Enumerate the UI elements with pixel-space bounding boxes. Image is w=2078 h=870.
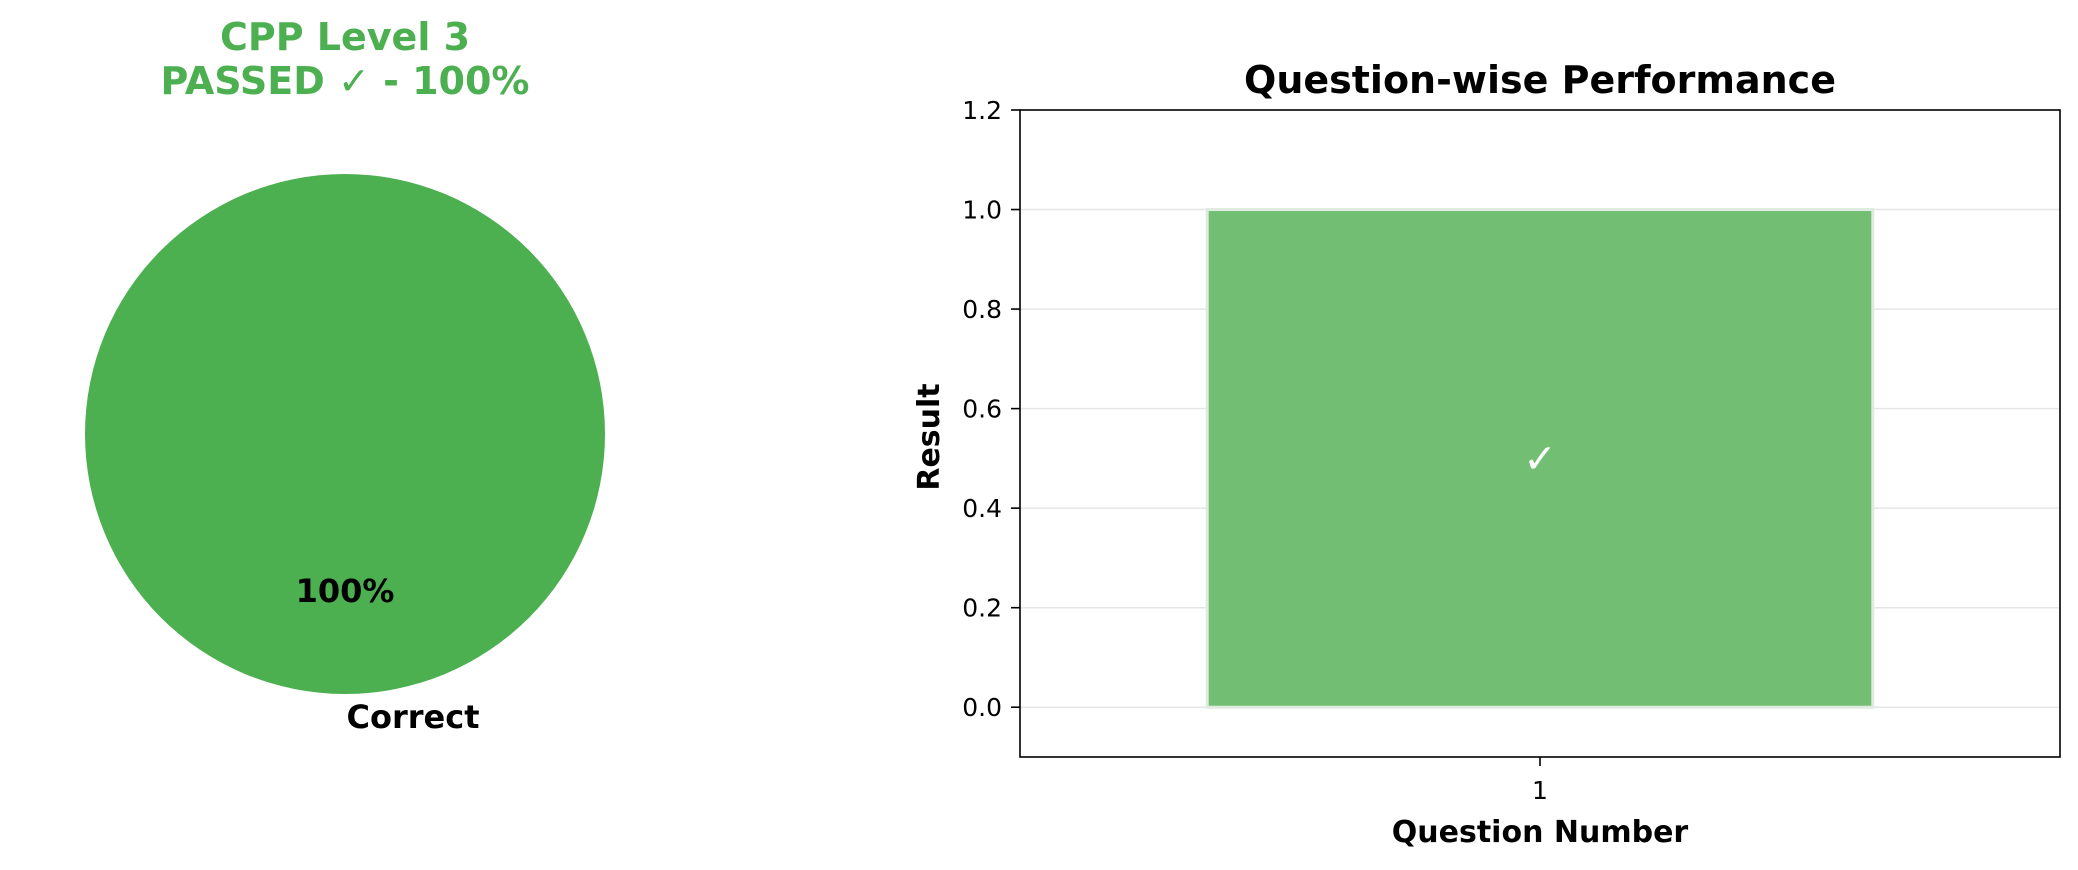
y-tick-label: 0.6 (962, 395, 1002, 424)
y-tick-label: 1.2 (962, 96, 1002, 125)
pie-slice-label: Correct (347, 698, 480, 736)
bar-chart-title: Question-wise Performance (1244, 58, 1836, 102)
pie-slice (85, 174, 605, 694)
x-axis-ticks: 1 (1532, 757, 1548, 805)
bar-chart: Question-wise Performance ✓ 0.0 0.2 0.4 0.6… (912, 58, 2061, 850)
pie-slices (85, 174, 605, 694)
y-axis-ticks: 0.0 0.2 0.4 0.6 0.8 1.0 1.2 (962, 96, 1020, 722)
bar-value-label: ✓ (1523, 436, 1557, 482)
x-tick-label: 1 (1532, 776, 1548, 805)
y-axis-label: Result (912, 383, 947, 490)
pie-pct-label: 100% (296, 572, 395, 610)
pie-title-line-2: PASSED ✓ - 100% (161, 59, 530, 103)
y-tick-label: 0.4 (962, 494, 1002, 523)
pie-labels: 100% Correct (296, 572, 480, 736)
x-axis-label: Question Number (1392, 815, 1689, 850)
y-tick-label: 0.2 (962, 594, 1002, 623)
y-tick-label: 0.0 (962, 693, 1002, 722)
bar-series: ✓ (1205, 208, 1875, 709)
pie-title-line-1: CPP Level 3 (220, 15, 470, 59)
y-tick-label: 1.0 (962, 196, 1002, 225)
bar (1205, 208, 1875, 709)
pie-chart: CPP Level 3 PASSED ✓ - 100% 100% Correct (85, 15, 605, 736)
y-tick-label: 0.8 (962, 295, 1002, 324)
